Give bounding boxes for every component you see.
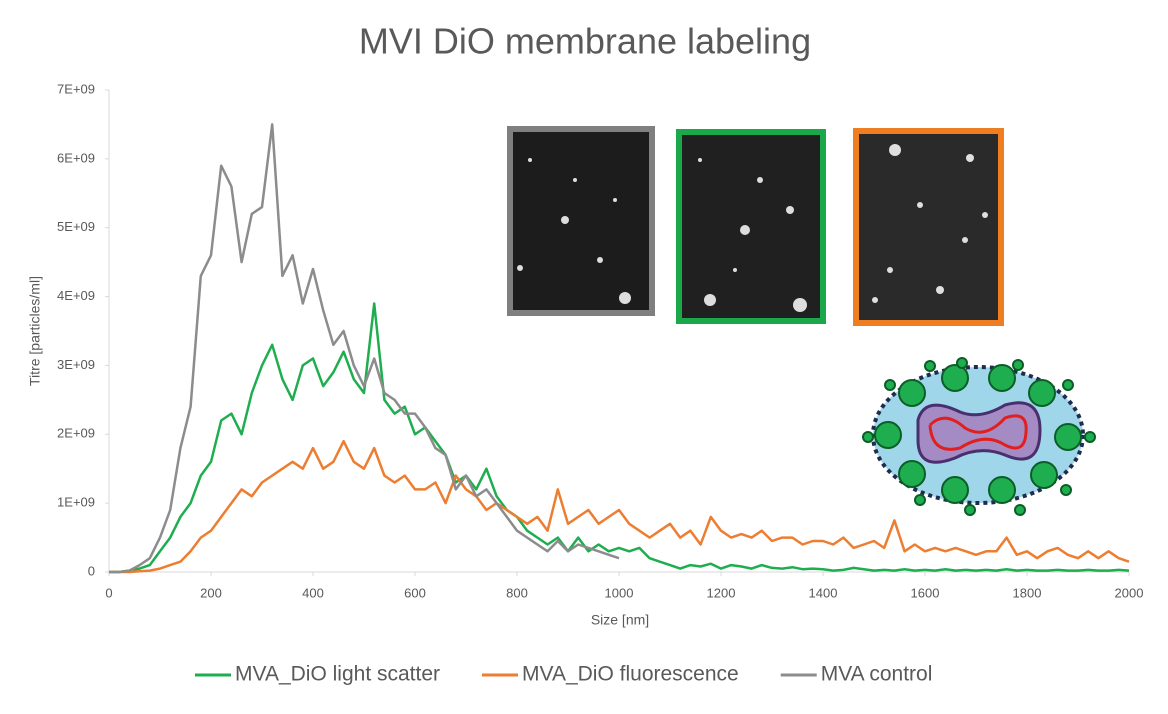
inset-scatter <box>676 129 826 324</box>
x-tick-label: 1600 <box>911 585 940 600</box>
series-line <box>109 439 1130 574</box>
x-tick-label: 400 <box>302 585 324 600</box>
virus-diagram <box>862 357 1096 516</box>
x-tick-label: 600 <box>404 585 426 600</box>
y-tick-label: 6E+09 <box>57 150 95 165</box>
x-tick-label: 0 <box>105 585 112 600</box>
x-tick-label: 800 <box>506 585 528 600</box>
x-tick-label: 1000 <box>605 585 634 600</box>
plot: 0 1E+09 2E+09 3E+09 4E+09 5E+09 6E+09 7E+09 0 200… <box>57 81 1143 685</box>
series-line <box>109 302 1130 574</box>
x-axis-label: Size [nm] <box>591 612 649 628</box>
micrograph-insets <box>507 126 1004 326</box>
x-tick-label: 2000 <box>1115 585 1144 600</box>
x-tick-label: 200 <box>200 585 222 600</box>
inset-dots <box>517 144 988 312</box>
y-tick-label: 4E+09 <box>57 288 95 303</box>
legend-label: MVA_DiO light scatter <box>235 663 440 686</box>
y-tick-label: 7E+09 <box>57 81 95 96</box>
legend-label: MVA control <box>821 663 933 686</box>
x-tick-label: 1200 <box>707 585 736 600</box>
inset-fluorescence <box>853 128 1004 326</box>
y-axis-label: Titre [particles/ml] <box>27 276 43 386</box>
y-tick-label: 1E+09 <box>57 495 95 510</box>
series-line <box>109 123 620 574</box>
x-tick-label: 1800 <box>1013 585 1042 600</box>
inset-control <box>507 126 655 316</box>
virus-genome <box>928 414 1028 451</box>
virus-proteins <box>862 357 1096 516</box>
y-tick-label: 2E+09 <box>57 426 95 441</box>
y-tick-label: 5E+09 <box>57 219 95 234</box>
y-tick-label: 3E+09 <box>57 357 95 372</box>
chart-title: MVI DiO membrane labeling <box>359 21 811 62</box>
y-tick-label: 0 <box>88 563 95 578</box>
legend-label: MVA_DiO fluorescence <box>522 663 739 686</box>
x-tick-label: 1400 <box>809 585 838 600</box>
